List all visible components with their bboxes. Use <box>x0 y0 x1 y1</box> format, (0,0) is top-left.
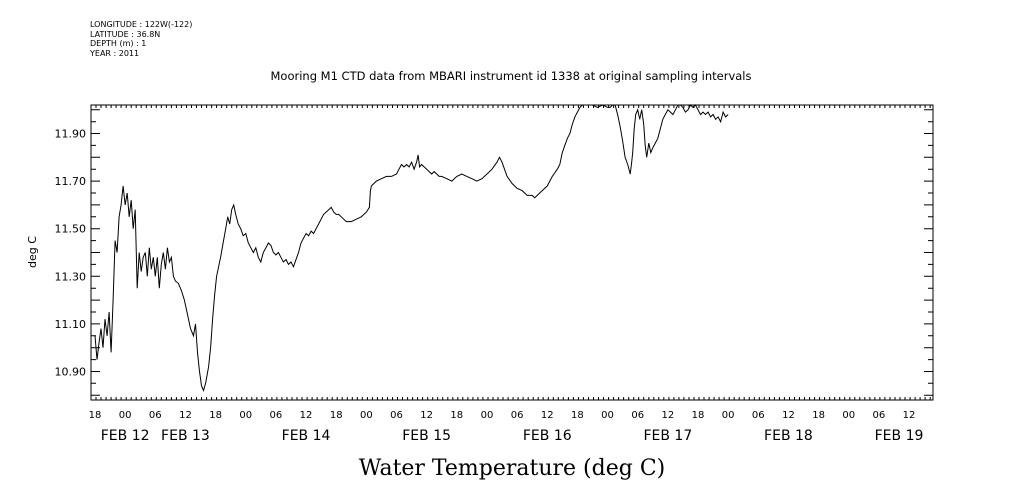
year-label: YEAR : 2011 <box>90 48 140 58</box>
x-hour-tick-label: 18 <box>692 410 705 421</box>
x-hour-tick-label: 12 <box>782 410 795 421</box>
x-hour-tick-label: 12 <box>661 410 674 421</box>
x-hour-tick-label: 18 <box>812 410 825 421</box>
x-day-tick-label: FEB 16 <box>523 428 572 444</box>
mooring-metadata: LONGITUDE : 122W(-122) LATITUDE : 36.8N … <box>90 20 192 58</box>
x-hour-tick-label: 06 <box>149 410 162 421</box>
x-day-tick-label: FEB 13 <box>161 428 210 444</box>
x-hour-tick-label: 00 <box>601 410 614 421</box>
y-tick-label: 10.90 <box>55 365 87 378</box>
x-hour-tick-label: 12 <box>541 410 554 421</box>
x-day-tick-label: FEB 14 <box>282 428 331 444</box>
x-hour-tick-label: 00 <box>239 410 252 421</box>
x-day-tick-label: FEB 12 <box>101 428 150 444</box>
y-axis-label: deg C <box>26 236 39 268</box>
y-tick-label: 11.50 <box>55 223 87 236</box>
y-tick-label: 11.30 <box>55 270 87 283</box>
longitude-label: LONGITUDE : 122W(-122) <box>90 20 193 29</box>
x-hour-tick-label: 00 <box>481 410 494 421</box>
x-hour-tick-label: 00 <box>722 410 735 421</box>
x-hour-tick-label: 12 <box>179 410 192 421</box>
water-temperature-line <box>94 104 729 392</box>
x-day-tick-label: FEB 18 <box>764 428 813 444</box>
chart-title: Mooring M1 CTD data from MBARI instrumen… <box>271 69 752 83</box>
x-hour-tick-label: 06 <box>511 410 524 421</box>
y-tick-labels: 10.90 11.10 11.30 11.50 11.70 11.90 <box>55 128 87 379</box>
x-hour-tick-label: 06 <box>631 410 644 421</box>
plot-frame <box>90 104 934 401</box>
x-hour-tick-label: 06 <box>752 410 765 421</box>
x-hour-tick-label: 18 <box>209 410 222 421</box>
x-hour-tick-label: 06 <box>873 410 886 421</box>
x-hour-tick-label: 06 <box>390 410 403 421</box>
y-tick-label: 11.90 <box>55 128 87 141</box>
depth-label: DEPTH (m) : 1 <box>90 39 147 48</box>
x-hour-tick-label: 12 <box>903 410 916 421</box>
x-day-tick-label: FEB 15 <box>402 428 451 444</box>
axis-ticks <box>91 105 933 400</box>
y-tick-label: 11.10 <box>55 318 87 331</box>
x-hour-tick-label: 18 <box>571 410 584 421</box>
x-axis-title: Water Temperature (deg C) <box>359 456 666 481</box>
latitude-label: LATITUDE : 36.8N <box>90 29 161 39</box>
x-hour-tick-label: 00 <box>360 410 373 421</box>
tick-marks <box>91 105 933 400</box>
x-hour-tick-label: 00 <box>842 410 855 421</box>
x-hour-tick-label: 18 <box>330 410 343 421</box>
x-hour-tick-label: 12 <box>300 410 313 421</box>
x-hour-tick-label: 18 <box>450 410 463 421</box>
x-tick-labels: 18 00 06 12 18 00 06 12 18 00 06 12 18 00 06 12 18 00 06 12… <box>89 410 924 444</box>
x-day-tick-label: FEB 19 <box>875 428 924 444</box>
x-hour-tick-label: 12 <box>420 410 433 421</box>
x-hour-tick-label: 18 <box>89 410 102 421</box>
x-hour-tick-label: 06 <box>270 410 283 421</box>
x-day-tick-label: FEB 17 <box>643 428 692 444</box>
y-tick-label: 11.70 <box>55 175 87 188</box>
x-hour-tick-label: 00 <box>119 410 132 421</box>
